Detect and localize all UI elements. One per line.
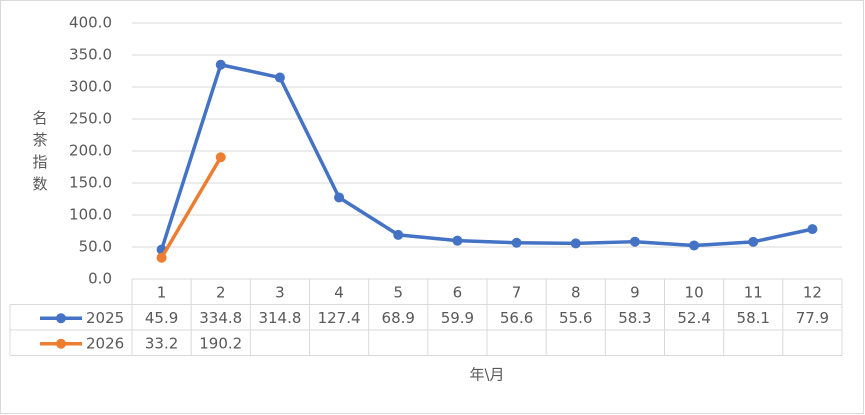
x-tick-label: 6 bbox=[453, 283, 463, 301]
y-axis-title: 名茶指数 bbox=[32, 109, 47, 193]
point bbox=[689, 240, 700, 251]
x-tick-label: 12 bbox=[803, 283, 822, 301]
x-tick-label: 8 bbox=[571, 283, 581, 301]
y-tick-label: 200.0 bbox=[69, 142, 112, 160]
y-tick-label: 150.0 bbox=[69, 174, 112, 192]
legend-marker bbox=[56, 313, 66, 324]
x-tick-label: 9 bbox=[630, 283, 640, 301]
legend-marker bbox=[56, 338, 66, 349]
y-tick-label: 0.0 bbox=[88, 270, 112, 288]
table-value: 314.8 bbox=[258, 309, 301, 327]
point bbox=[215, 59, 226, 70]
point bbox=[570, 238, 581, 249]
y-tick-label: 100.0 bbox=[69, 206, 112, 224]
y-tick-label: 400.0 bbox=[69, 14, 112, 32]
x-tick-label: 10 bbox=[685, 283, 704, 301]
table-value: 56.6 bbox=[500, 309, 533, 327]
table-value: 55.6 bbox=[559, 309, 592, 327]
x-tick-label: 5 bbox=[393, 283, 403, 301]
y-tick-label: 350.0 bbox=[69, 46, 112, 64]
table-value: 45.9 bbox=[145, 309, 178, 327]
y-tick-label: 50.0 bbox=[79, 238, 112, 256]
point bbox=[274, 72, 285, 83]
legend-label: 2025 bbox=[86, 309, 124, 327]
x-tick-label: 1 bbox=[157, 283, 167, 301]
y-tick-label: 300.0 bbox=[69, 78, 112, 96]
table-value: 52.4 bbox=[677, 309, 710, 327]
x-tick-label: 4 bbox=[334, 283, 344, 301]
point bbox=[748, 236, 759, 247]
point bbox=[393, 229, 404, 240]
point bbox=[629, 236, 640, 247]
x-tick-label: 2 bbox=[216, 283, 226, 301]
x-tick-label: 3 bbox=[275, 283, 285, 301]
x-tick-label: 11 bbox=[744, 283, 763, 301]
table-value: 33.2 bbox=[145, 334, 178, 352]
legend-label: 2026 bbox=[86, 334, 124, 352]
table-value: 58.3 bbox=[618, 309, 651, 327]
table-value: 190.2 bbox=[199, 334, 242, 352]
table-value: 77.9 bbox=[796, 309, 829, 327]
table-value: 334.8 bbox=[199, 309, 242, 327]
x-axis-title: 年\月 bbox=[469, 366, 504, 384]
table-value: 127.4 bbox=[318, 309, 361, 327]
series-line bbox=[159, 62, 813, 251]
point bbox=[334, 192, 345, 203]
series-line bbox=[160, 156, 223, 259]
table-value: 68.9 bbox=[382, 309, 415, 327]
x-tick-label: 7 bbox=[512, 283, 522, 301]
table-value: 59.9 bbox=[441, 309, 474, 327]
point bbox=[215, 152, 226, 163]
table-value: 58.1 bbox=[737, 309, 770, 327]
point bbox=[807, 224, 818, 235]
point bbox=[156, 252, 167, 263]
point bbox=[511, 237, 522, 248]
point bbox=[452, 235, 463, 246]
y-tick-label: 250.0 bbox=[69, 110, 112, 128]
